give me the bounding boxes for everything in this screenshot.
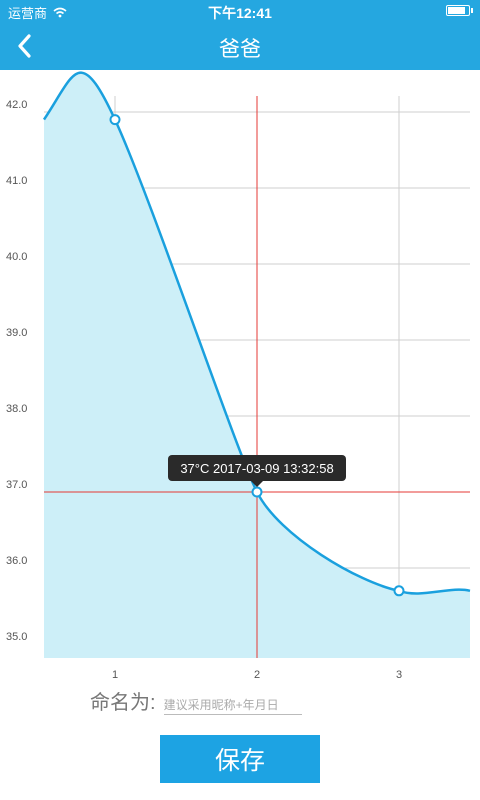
y-tick-label: 40.0 [6,251,27,263]
status-time: 下午12:41 [208,5,272,21]
status-bar: 运营商 下午12:41 [0,0,480,22]
battery-fill [448,7,466,14]
battery-icon [446,5,473,16]
x-tick-label: 2 [254,669,260,680]
name-label: 命名为: [90,692,156,714]
area-fill [44,72,470,658]
y-tick-label: 42.0 [6,99,27,111]
x-tick-label: 3 [396,669,402,680]
y-tick-label: 38.0 [6,403,27,415]
data-point [393,585,405,597]
carrier-group: 运营商 [8,3,67,22]
name-input[interactable] [163,696,302,715]
y-tick-label: 41.0 [6,175,27,187]
name-row: 命名为: [90,686,302,715]
chevron-left-icon[interactable] [10,30,42,62]
wifi-icon [53,7,67,18]
x-tick-label: 1 [112,669,118,680]
y-tick-label: 39.0 [6,327,27,339]
nav-bar: 爸爸 [0,22,480,70]
y-tick-label: 35.0 [6,631,27,643]
y-tick-label: 36.0 [6,555,27,567]
temperature-chart[interactable]: 35.0 36.0 37.0 38.0 39.0 40.0 41.0 42.0 1 2 3 37°C … [0,70,480,680]
carrier-name: 运营商 [8,6,48,21]
tooltip-label: 37°C 2017-03-09 13:32:58 [180,461,333,476]
y-tick-label: 37.0 [6,479,27,491]
save-button[interactable]: 保存 [160,735,320,783]
page-title: 爸爸 [219,38,261,61]
data-point [251,486,263,498]
tooltip-box [168,455,346,481]
data-point [109,114,121,126]
tooltip-pointer [251,481,263,487]
